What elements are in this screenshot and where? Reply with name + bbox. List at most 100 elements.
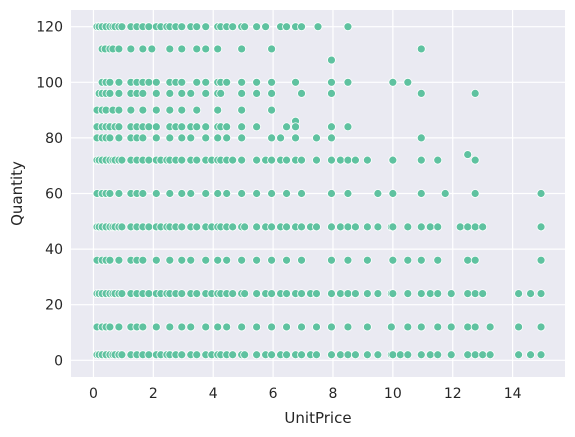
scatter-point (291, 133, 300, 143)
scatter-point (126, 105, 136, 115)
scatter-point (186, 133, 196, 143)
scatter-point (252, 155, 262, 165)
scatter-point (222, 77, 232, 87)
scatter-point (201, 44, 211, 54)
scatter-point (343, 77, 353, 87)
scatter-point (237, 44, 247, 54)
scatter-point (267, 44, 276, 54)
scatter-point (297, 350, 306, 360)
scatter-point (117, 22, 127, 32)
scatter-point (343, 22, 353, 32)
scatter-point (463, 350, 473, 360)
scatter-point (201, 322, 211, 332)
y-tick-label: 60 (45, 187, 63, 203)
scatter-point (267, 255, 276, 265)
scatter-point (267, 289, 276, 298)
scatter-point (222, 122, 232, 132)
scatter-point (282, 255, 291, 265)
scatter-point (267, 133, 276, 143)
x-tick-label: 2 (149, 386, 158, 402)
scatter-point (312, 289, 321, 298)
scatter-point (463, 255, 473, 265)
scatter-point (416, 255, 426, 265)
scatter-point (114, 322, 124, 332)
scatter-point (416, 222, 426, 232)
scatter-point (144, 122, 154, 132)
scatter-point (351, 350, 360, 360)
scatter-point (252, 322, 262, 332)
scatter-point (536, 189, 546, 198)
scatter-point (177, 289, 187, 298)
scatter-point (267, 350, 276, 360)
scatter-point (433, 222, 443, 232)
scatter-point (403, 255, 413, 265)
scatter-point (327, 133, 336, 143)
scatter-point (228, 222, 238, 232)
scatter-point (463, 289, 473, 298)
scatter-point (526, 350, 535, 360)
scatter-point (114, 77, 124, 87)
scatter-point (282, 350, 291, 360)
scatter-point (144, 289, 154, 298)
scatter-point (282, 322, 291, 332)
y-tick-label: 0 (54, 353, 63, 369)
scatter-point (222, 255, 232, 265)
scatter-point (177, 322, 187, 332)
scatter-point (463, 322, 473, 332)
scatter-point (222, 322, 232, 332)
scatter-point (165, 44, 175, 54)
scatter-point (138, 44, 148, 54)
scatter-point (386, 322, 396, 332)
scatter-point (362, 155, 372, 165)
scatter-point (117, 222, 127, 232)
scatter-point (343, 350, 353, 360)
scatter-point (252, 255, 262, 265)
scatter-point (144, 350, 154, 360)
scatter-point (222, 133, 232, 143)
scatter-point (485, 350, 495, 360)
scatter-point (351, 222, 360, 232)
scatter-point (177, 89, 187, 98)
scatter-point (147, 44, 157, 54)
scatter-point (105, 322, 115, 332)
x-tick-label: 14 (504, 386, 522, 402)
y-tick-label: 20 (45, 298, 63, 314)
scatter-point (433, 289, 443, 298)
scatter-point (478, 222, 488, 232)
scatter-point (138, 105, 148, 115)
scatter-point (186, 89, 196, 98)
scatter-point (282, 122, 291, 132)
scatter-point (240, 350, 250, 360)
scatter-point (336, 350, 345, 360)
scatter-point (192, 77, 202, 87)
scatter-point (297, 222, 306, 232)
scatter-point (373, 189, 383, 198)
scatter-point (388, 155, 398, 165)
scatter-point (536, 255, 546, 265)
scatter-point (252, 122, 262, 132)
scatter-point (237, 155, 247, 165)
scatter-point (201, 133, 211, 143)
scatter-point (433, 322, 443, 332)
scatter-point (267, 77, 276, 87)
scatter-point (470, 189, 480, 198)
x-tick-label: 10 (384, 386, 402, 402)
scatter-point (117, 155, 127, 165)
scatter-point (240, 22, 250, 32)
scatter-point (282, 222, 291, 232)
y-tick-label: 120 (36, 20, 63, 36)
scatter-point (151, 89, 161, 98)
scatter-point (186, 322, 196, 332)
scatter-point (213, 133, 223, 143)
x-tick-label: 4 (209, 386, 218, 402)
scatter-point (267, 222, 276, 232)
x-tick-label: 12 (444, 386, 462, 402)
scatter-point (416, 289, 426, 298)
scatter-point (138, 89, 148, 98)
scatter-point (252, 77, 262, 87)
scatter-point (455, 222, 465, 232)
scatter-point (297, 322, 306, 332)
scatter-point (151, 322, 161, 332)
scatter-point (327, 77, 336, 87)
scatter-point (177, 105, 187, 115)
